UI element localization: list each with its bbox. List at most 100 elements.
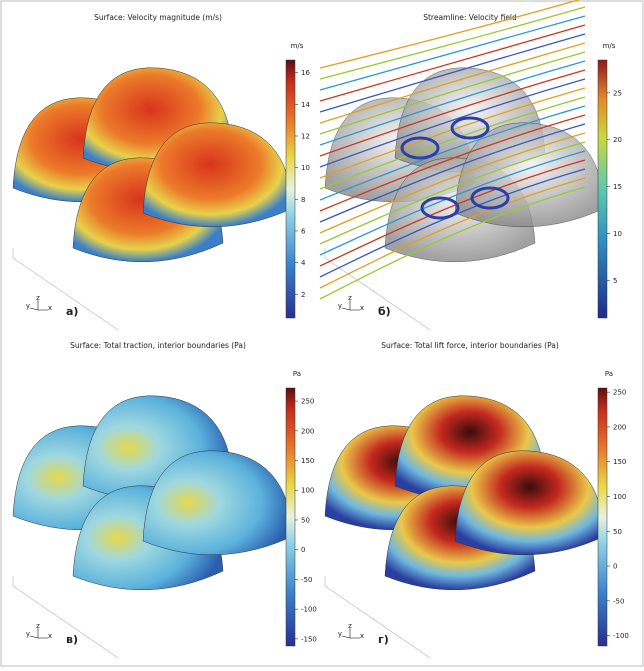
panel-title: Surface: Total lift force, interior boun…	[381, 341, 559, 350]
triad-label: y	[26, 630, 30, 638]
colorbar-unit: Pa	[605, 370, 613, 378]
streamline	[319, 33, 586, 113]
colorbar-unit: Pa	[293, 370, 301, 378]
panel-title: Streamline: Velocity field	[423, 13, 517, 22]
panel-label: a)	[66, 305, 78, 318]
triad-label: z	[348, 294, 352, 302]
colorbar-tick-label: 50	[613, 528, 622, 536]
streamline	[319, 105, 586, 201]
colorbar-tick-label: 0	[613, 563, 617, 571]
colorbar-tick-label: 14	[301, 101, 310, 109]
colorbar-tick-label: 8	[301, 196, 305, 204]
axis-triad	[341, 300, 360, 311]
axis-triad	[29, 300, 48, 311]
colorbar-tick-label: 6	[301, 227, 306, 235]
panel-label: б)	[378, 305, 391, 318]
colorbar-tick-label: -150	[301, 635, 317, 643]
triad-label: x	[48, 632, 52, 640]
colorbar-tick-label: 20	[613, 136, 622, 144]
streamline	[319, 51, 586, 135]
streamline	[319, 96, 586, 190]
panel: Surface: Velocity magnitude (m/s) yzx a) m/…	[12, 13, 310, 331]
triad-label: z	[36, 294, 40, 302]
streamline	[319, 132, 586, 234]
panel-title: Surface: Total traction, interior bounda…	[70, 341, 246, 350]
panel: Surface: Total lift force, interior boun…	[324, 341, 629, 659]
triad-label: z	[36, 622, 40, 630]
streamline	[319, 168, 586, 278]
colorbar-tick-label: 150	[301, 457, 314, 465]
streamline	[319, 150, 586, 256]
colorbar-tick-label: 50	[301, 516, 310, 524]
panel: Streamline: Velocity field yzx б) m/s 5 10 15 2…	[319, 0, 622, 331]
streamline	[319, 159, 586, 267]
streamline	[319, 141, 586, 245]
vortex	[470, 186, 510, 210]
colorbar-tick-label: 12	[301, 132, 310, 140]
colorbar-tick-label: 10	[613, 230, 622, 238]
colorbar-tick-label: -50	[301, 576, 312, 584]
colorbar-tick-label: 100	[613, 493, 626, 501]
dome	[454, 450, 606, 556]
colorbar-tick-label: 200	[613, 423, 626, 431]
streamline	[319, 123, 586, 223]
colorbar	[285, 59, 296, 319]
vortex	[450, 116, 490, 140]
dome	[142, 450, 294, 556]
colorbar-tick-label: 250	[301, 398, 314, 406]
colorbar-tick-label: -100	[613, 632, 629, 640]
colorbar-tick-label: -100	[301, 606, 317, 614]
axis-triad	[29, 628, 48, 639]
triad-label: z	[348, 622, 352, 630]
colorbar-tick-label: 250	[613, 389, 626, 397]
colorbar-tick-label: 15	[613, 183, 622, 191]
triad-label: x	[360, 632, 364, 640]
streamline	[319, 42, 586, 124]
colorbar-tick-label: 10	[301, 164, 310, 172]
dome	[454, 122, 606, 228]
colorbar-tick-label: 0	[301, 546, 305, 554]
colorbar-tick-label: 4	[301, 259, 306, 267]
triad-label: x	[360, 304, 364, 312]
colorbar-tick-label: 150	[613, 458, 626, 466]
streamline	[319, 114, 586, 212]
streamline	[319, 6, 586, 80]
panel-label: в)	[66, 633, 78, 646]
triad-label: y	[26, 302, 30, 310]
vortex	[420, 196, 460, 220]
panel: Surface: Total traction, interior bounda…	[12, 341, 317, 659]
axis-triad	[341, 628, 360, 639]
triad-label: y	[338, 630, 342, 638]
floor	[324, 576, 431, 659]
streamline	[319, 60, 586, 146]
colorbar-tick-label: 100	[301, 487, 314, 495]
colorbar	[597, 387, 608, 647]
streamline	[319, 15, 586, 91]
dome	[142, 122, 294, 228]
streamline	[319, 69, 586, 157]
panel-title: Surface: Velocity magnitude (m/s)	[94, 13, 222, 22]
colorbar-unit: m/s	[603, 42, 616, 50]
colorbar-unit: m/s	[291, 42, 304, 50]
triad-label: y	[338, 302, 342, 310]
colorbar-tick-label: 5	[613, 277, 617, 285]
streamline	[319, 24, 586, 102]
colorbar-tick-label: 200	[301, 427, 314, 435]
streamline	[319, 186, 586, 300]
panel-label: г)	[378, 633, 389, 646]
floor	[12, 248, 119, 331]
colorbar-tick-label: 2	[301, 291, 305, 299]
colorbar	[597, 59, 608, 319]
streamline	[319, 78, 586, 168]
streamline	[319, 177, 586, 289]
streamline	[319, 87, 586, 179]
triad-label: x	[48, 304, 52, 312]
streamline	[319, 0, 581, 69]
colorbar	[285, 387, 296, 647]
colorbar-tick-label: 25	[613, 89, 622, 97]
vortex	[400, 136, 440, 160]
colorbar-tick-label: -50	[613, 597, 624, 605]
floor	[12, 576, 119, 659]
